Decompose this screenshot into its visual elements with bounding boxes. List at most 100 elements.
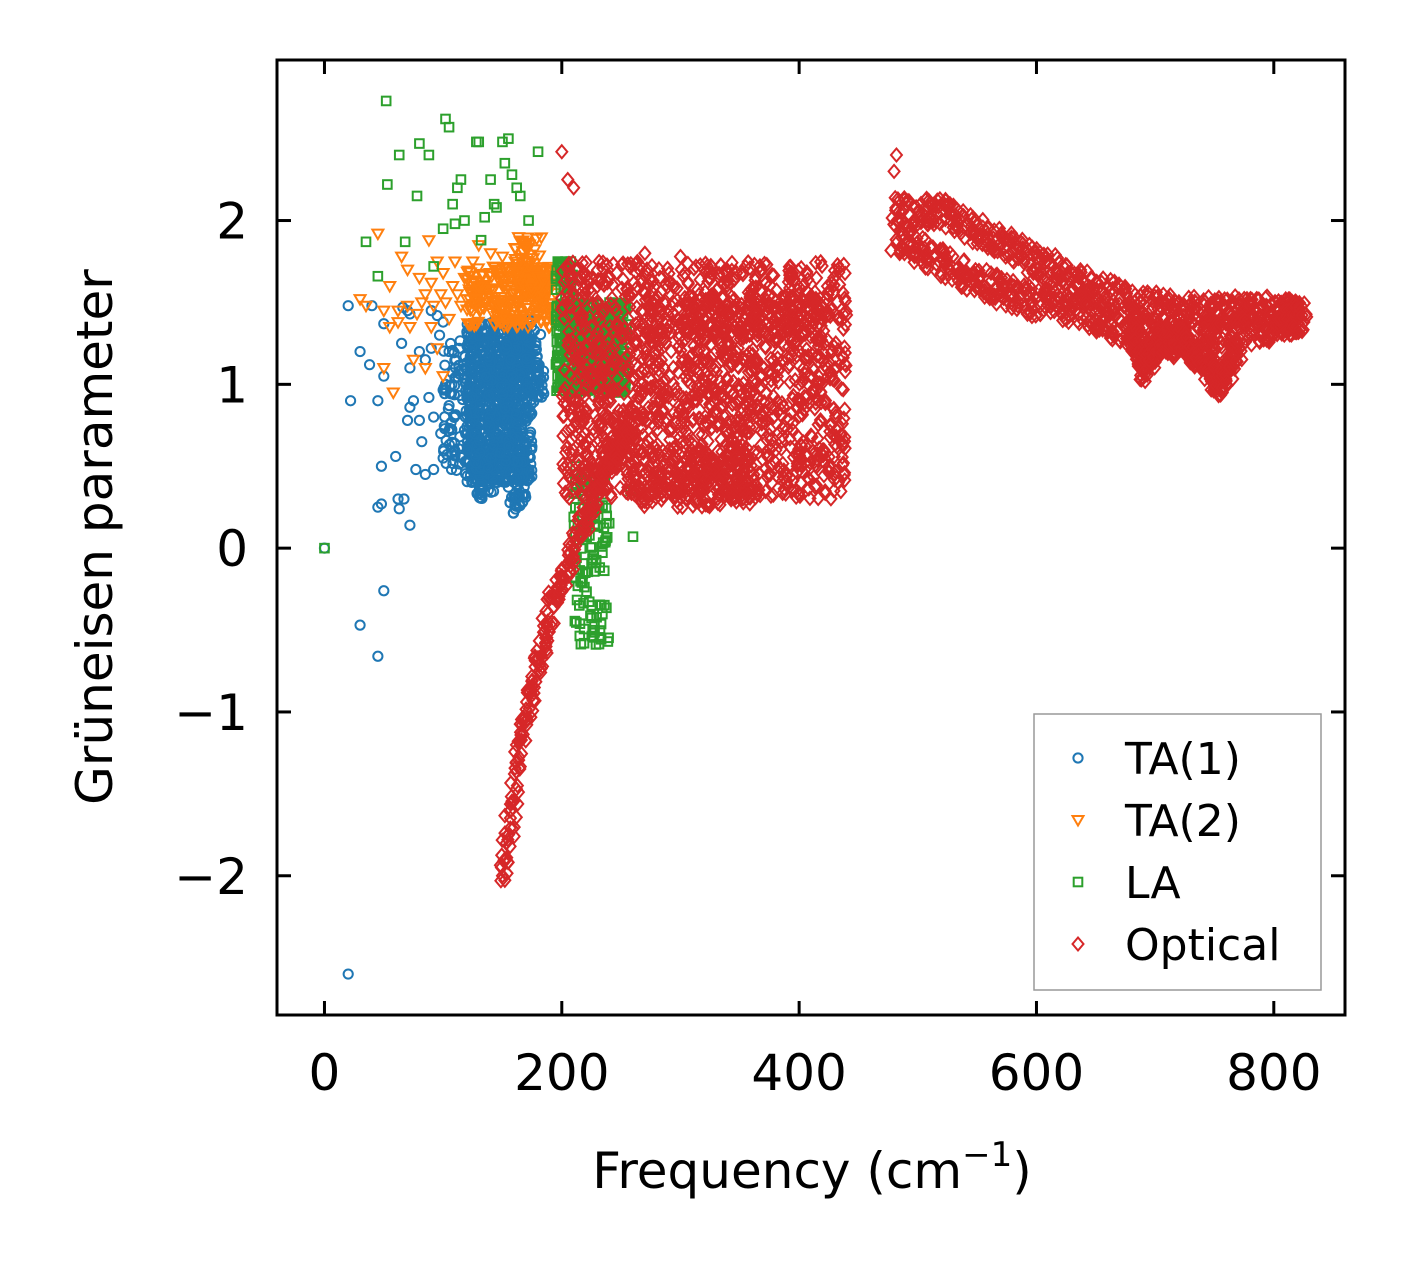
data-point bbox=[483, 248, 498, 261]
series-ta1 bbox=[318, 300, 550, 980]
data-point bbox=[404, 362, 416, 374]
data-point bbox=[404, 519, 416, 531]
data-point bbox=[447, 256, 463, 269]
data-point bbox=[573, 600, 585, 611]
data-point bbox=[414, 138, 425, 149]
data-point bbox=[444, 387, 456, 400]
data-point bbox=[491, 300, 507, 313]
data-point bbox=[507, 256, 523, 270]
data-point bbox=[410, 463, 422, 476]
data-point bbox=[471, 136, 482, 148]
data-point bbox=[466, 391, 479, 404]
data-point bbox=[527, 244, 543, 257]
data-point bbox=[429, 343, 445, 356]
data-point bbox=[500, 321, 515, 335]
data-point bbox=[473, 330, 485, 342]
data-point bbox=[521, 332, 533, 344]
data-point bbox=[372, 270, 384, 282]
data-point bbox=[421, 235, 437, 248]
data-point bbox=[375, 498, 388, 510]
data-point bbox=[525, 253, 541, 266]
data-point bbox=[586, 557, 597, 569]
data-point bbox=[510, 344, 522, 356]
data-point bbox=[450, 464, 463, 476]
data-point bbox=[783, 374, 797, 391]
data-point bbox=[527, 296, 543, 310]
data-point bbox=[460, 377, 472, 389]
data-point bbox=[505, 491, 518, 503]
data-point bbox=[523, 215, 534, 226]
data-point bbox=[484, 271, 499, 284]
data-point bbox=[446, 423, 458, 436]
data-point bbox=[465, 398, 478, 410]
data-point bbox=[525, 443, 537, 456]
data-point bbox=[536, 379, 548, 392]
data-point bbox=[510, 491, 522, 503]
data-point bbox=[485, 286, 500, 299]
data-point bbox=[484, 433, 496, 445]
data-point bbox=[497, 136, 508, 148]
data-point bbox=[439, 359, 451, 371]
data-point bbox=[488, 198, 500, 210]
data-point bbox=[423, 149, 435, 161]
data-point bbox=[510, 266, 526, 280]
data-point bbox=[386, 387, 401, 401]
data-point bbox=[483, 389, 495, 401]
data-point bbox=[492, 428, 504, 440]
data-point bbox=[376, 305, 392, 319]
data-point bbox=[491, 265, 506, 278]
data-point bbox=[597, 537, 609, 548]
data-point bbox=[409, 308, 425, 322]
data-point bbox=[396, 337, 408, 349]
data-point bbox=[577, 576, 588, 588]
data-point bbox=[507, 315, 523, 328]
data-point bbox=[485, 452, 497, 464]
data-point bbox=[439, 411, 451, 423]
data-point bbox=[446, 436, 458, 448]
data-point bbox=[497, 278, 512, 292]
data-point bbox=[470, 450, 482, 463]
data-point bbox=[342, 968, 354, 980]
data-point bbox=[520, 232, 535, 246]
data-point bbox=[400, 300, 415, 314]
data-point bbox=[474, 279, 490, 293]
data-point bbox=[473, 136, 485, 148]
data-point bbox=[500, 263, 515, 276]
data-point bbox=[484, 356, 496, 368]
data-point bbox=[485, 174, 496, 185]
data-point bbox=[354, 619, 366, 631]
data-point bbox=[532, 390, 544, 403]
data-point bbox=[520, 321, 536, 335]
data-point bbox=[372, 650, 384, 662]
data-point bbox=[500, 455, 512, 467]
data-point bbox=[501, 414, 513, 427]
data-point bbox=[506, 302, 522, 315]
data-point bbox=[398, 493, 410, 505]
data-point bbox=[439, 423, 451, 435]
plot-area bbox=[318, 95, 1314, 980]
data-point bbox=[318, 542, 331, 554]
data-point bbox=[418, 289, 433, 302]
data-point bbox=[431, 309, 443, 322]
data-point bbox=[506, 169, 518, 180]
series-ta2 bbox=[352, 228, 564, 401]
data-point bbox=[491, 202, 502, 213]
data-point bbox=[494, 350, 506, 362]
data-point bbox=[460, 405, 472, 417]
data-point bbox=[499, 157, 511, 169]
data-point bbox=[887, 163, 901, 180]
data-point bbox=[534, 232, 549, 245]
data-point bbox=[508, 243, 523, 257]
data-point bbox=[476, 303, 492, 316]
data-point bbox=[461, 265, 476, 279]
data-point bbox=[499, 402, 511, 414]
data-point bbox=[511, 279, 527, 292]
data-point bbox=[394, 251, 409, 265]
data-point bbox=[513, 274, 528, 288]
data-point bbox=[370, 228, 386, 242]
data-point bbox=[531, 357, 543, 369]
data-point bbox=[482, 462, 494, 474]
data-point bbox=[520, 243, 536, 256]
data-point bbox=[588, 632, 599, 643]
